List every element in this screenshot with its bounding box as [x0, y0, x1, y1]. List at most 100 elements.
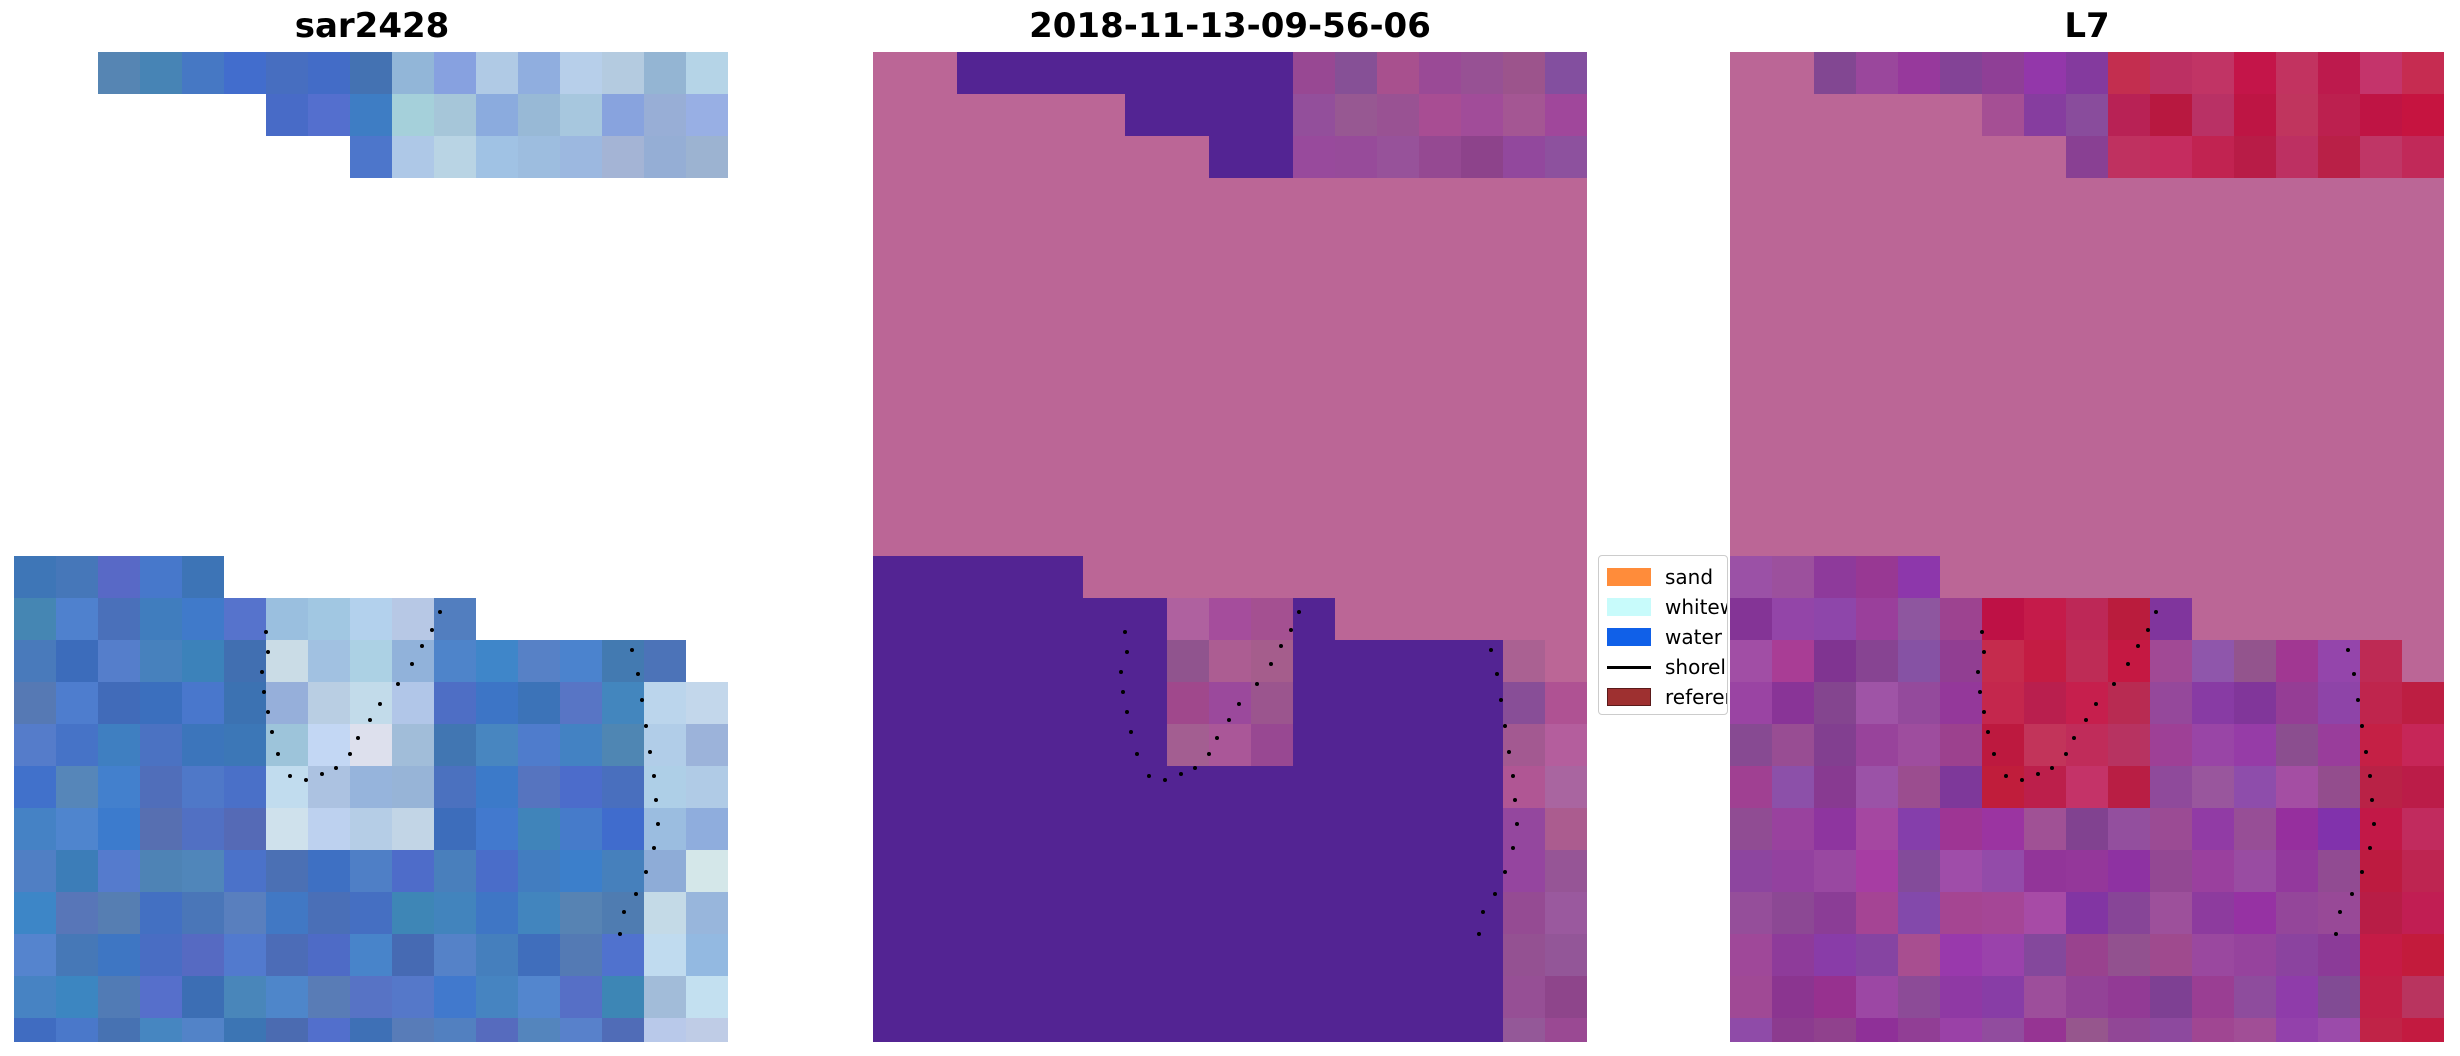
- raster-tile: [56, 808, 98, 850]
- raster-tile: [1730, 52, 1772, 94]
- raster-tile: [1167, 220, 1209, 262]
- raster-tile: [1125, 472, 1167, 514]
- raster-tile: [2318, 52, 2360, 94]
- raster-tile: [2150, 724, 2192, 766]
- raster-tile: [2066, 94, 2108, 136]
- raster-tile: [1545, 850, 1587, 892]
- raster-tile: [2402, 682, 2444, 724]
- raster-tile: [1167, 640, 1209, 682]
- raster-tile: [1167, 598, 1209, 640]
- raster-tile: [686, 136, 728, 178]
- raster-tile: [434, 598, 476, 640]
- raster-tile: [1041, 430, 1083, 472]
- shoreline-point: [1495, 672, 1499, 676]
- raster-tile: [1461, 262, 1503, 304]
- raster-tile: [1083, 388, 1125, 430]
- raster-tile: [350, 682, 392, 724]
- raster-tile: [476, 850, 518, 892]
- raster-tile: [2234, 850, 2276, 892]
- raster-tile: [2234, 892, 2276, 934]
- raster-tile: [1335, 94, 1377, 136]
- raster-tile: [1419, 514, 1461, 556]
- raster-tile: [2276, 430, 2318, 472]
- shoreline-point: [2050, 766, 2054, 770]
- raster-tile: [1730, 304, 1772, 346]
- raster-tile: [140, 934, 182, 976]
- raster-tile: [1503, 598, 1545, 640]
- raster-tile: [1335, 1018, 1377, 1042]
- raster-tile: [2234, 136, 2276, 178]
- raster-tile: [2108, 304, 2150, 346]
- raster-tile: [1856, 640, 1898, 682]
- raster-tile: [1503, 766, 1545, 808]
- shoreline-point: [1511, 774, 1515, 778]
- raster-tile: [182, 598, 224, 640]
- raster-tile: [476, 52, 518, 94]
- raster-tile: [2066, 850, 2108, 892]
- sand-swatch: [1607, 568, 1651, 586]
- raster-tile: [999, 892, 1041, 934]
- raster-tile: [1982, 850, 2024, 892]
- raster-tile: [1940, 472, 1982, 514]
- raster-tile: [1041, 892, 1083, 934]
- raster-tile: [1898, 808, 1940, 850]
- shoreline-point: [2360, 870, 2364, 874]
- raster-tile: [266, 682, 308, 724]
- raster-tile: [1209, 640, 1251, 682]
- raster-tile: [2360, 514, 2402, 556]
- raster-tile: [2150, 430, 2192, 472]
- raster-tile: [957, 850, 999, 892]
- raster-tile: [308, 682, 350, 724]
- shoreline-point: [1255, 682, 1259, 686]
- raster-tile: [2024, 514, 2066, 556]
- l7-shoreline: [1976, 610, 2376, 936]
- raster-tile: [999, 262, 1041, 304]
- raster-tile: [1251, 598, 1293, 640]
- raster-tile: [1167, 388, 1209, 430]
- raster-tile: [915, 346, 957, 388]
- raster-tile: [518, 1018, 560, 1042]
- raster-tile: [2360, 598, 2402, 640]
- raster-tile: [14, 640, 56, 682]
- raster-tile: [1940, 52, 1982, 94]
- raster-tile: [1251, 472, 1293, 514]
- raster-tile: [560, 640, 602, 682]
- raster-tile: [1335, 136, 1377, 178]
- raster-tile: [392, 52, 434, 94]
- raster-tile: [2360, 766, 2402, 808]
- raster-tile: [1293, 976, 1335, 1018]
- raster-tile: [1335, 556, 1377, 598]
- raster-tile: [1545, 472, 1587, 514]
- raster-tile: [518, 682, 560, 724]
- raster-tile: [2276, 178, 2318, 220]
- raster-tile: [2360, 430, 2402, 472]
- raster-tile: [602, 52, 644, 94]
- raster-tile: [2318, 94, 2360, 136]
- raster-tile: [1293, 682, 1335, 724]
- raster-tile: [1814, 808, 1856, 850]
- raster-tile: [2360, 178, 2402, 220]
- raster-tile: [1419, 178, 1461, 220]
- raster-tile: [873, 808, 915, 850]
- raster-tile: [1545, 598, 1587, 640]
- raster-tile: [2066, 472, 2108, 514]
- raster-tile: [1377, 1018, 1419, 1042]
- raster-tile: [1083, 136, 1125, 178]
- shoreline-point: [1207, 752, 1211, 756]
- raster-tile: [2402, 976, 2444, 1018]
- raster-tile: [999, 346, 1041, 388]
- raster-tile: [915, 724, 957, 766]
- raster-tile: [2192, 850, 2234, 892]
- shoreline-point: [1193, 766, 1197, 770]
- raster-tile: [2066, 304, 2108, 346]
- raster-tile: [560, 934, 602, 976]
- raster-tile: [1377, 220, 1419, 262]
- raster-tile: [1377, 388, 1419, 430]
- raster-tile: [1898, 1018, 1940, 1042]
- raster-tile: [2150, 556, 2192, 598]
- raster-tile: [2276, 598, 2318, 640]
- raster-tile: [957, 724, 999, 766]
- raster-tile: [1461, 514, 1503, 556]
- raster-tile: [873, 430, 915, 472]
- raster-tile: [476, 892, 518, 934]
